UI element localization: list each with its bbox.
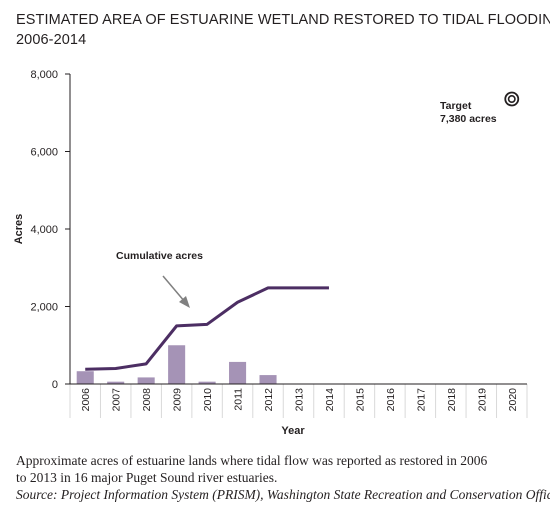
annual-acres-bar bbox=[137, 377, 155, 384]
caption-source: Source: Project Information System (PRIS… bbox=[16, 487, 550, 502]
chart-caption: Approximate acres of estuarine lands whe… bbox=[16, 452, 550, 503]
x-tick-label: 2019 bbox=[476, 388, 488, 412]
x-tick-label: 2018 bbox=[446, 388, 458, 412]
y-axis-title: Acres bbox=[13, 214, 25, 245]
x-tick-label: 2009 bbox=[172, 388, 184, 412]
target-marker-inner bbox=[507, 95, 516, 104]
target-label: Target bbox=[440, 100, 472, 112]
annual-acres-bar bbox=[168, 345, 186, 384]
target-value-label: 7,380 acres bbox=[440, 113, 497, 125]
chart-title-line2: 2006-2014 bbox=[16, 32, 87, 48]
x-tick-label: 2020 bbox=[507, 388, 519, 412]
y-tick-label: 8,000 bbox=[30, 69, 58, 81]
cumulative-acres-label: Cumulative acres bbox=[116, 250, 203, 262]
chart-title: ESTIMATED AREA OF ESTUARINE WETLAND REST… bbox=[16, 10, 550, 50]
y-tick-label: 2,000 bbox=[30, 302, 58, 314]
cumulative-arrow-shaft bbox=[162, 275, 186, 303]
axis-layer: 0 2,000 4,000 6,000 8,000 2006 2007 2008 2009 201… bbox=[13, 69, 527, 437]
x-tick-label: 2007 bbox=[111, 388, 123, 412]
annual-acres-bar bbox=[229, 361, 247, 384]
bar-layer bbox=[76, 345, 277, 384]
annual-acres-bar bbox=[107, 381, 125, 384]
annual-acres-bar bbox=[259, 375, 277, 384]
x-tick-label: 2008 bbox=[141, 388, 153, 412]
x-tick-label: 2015 bbox=[354, 388, 366, 412]
y-tick-label: 0 bbox=[52, 379, 58, 391]
x-tick-label: 2011 bbox=[233, 388, 245, 411]
x-tick-label: 2016 bbox=[385, 388, 397, 412]
line-layer bbox=[85, 286, 329, 371]
x-tick-label: 2010 bbox=[202, 388, 214, 412]
annual-acres-bar bbox=[76, 371, 94, 384]
x-tick-label: 2014 bbox=[324, 388, 336, 412]
x-tick-label: 2017 bbox=[415, 388, 427, 412]
target-marker-outer bbox=[504, 91, 520, 107]
cumulative-arrow-head bbox=[179, 296, 190, 308]
x-tick-label: 2013 bbox=[294, 388, 306, 412]
cumulative-acres-line bbox=[85, 286, 329, 371]
wetland-restoration-chart: 0 2,000 4,000 6,000 8,000 2006 2007 2008 2009 201… bbox=[13, 69, 528, 437]
y-tick-label: 4,000 bbox=[30, 224, 58, 236]
chart-title-line1: ESTIMATED AREA OF ESTUARINE WETLAND REST… bbox=[16, 12, 550, 28]
x-axis-title: Year bbox=[281, 425, 305, 437]
x-tick-label: 2006 bbox=[80, 388, 92, 412]
caption-line1: Approximate acres of estuarine lands whe… bbox=[16, 453, 488, 468]
annual-acres-bar bbox=[198, 381, 216, 384]
y-tick-label: 6,000 bbox=[30, 147, 58, 159]
grid-layer bbox=[69, 384, 528, 418]
caption-line2: to 2013 in 16 major Puget Sound river es… bbox=[16, 470, 278, 485]
x-tick-label: 2012 bbox=[263, 388, 275, 412]
